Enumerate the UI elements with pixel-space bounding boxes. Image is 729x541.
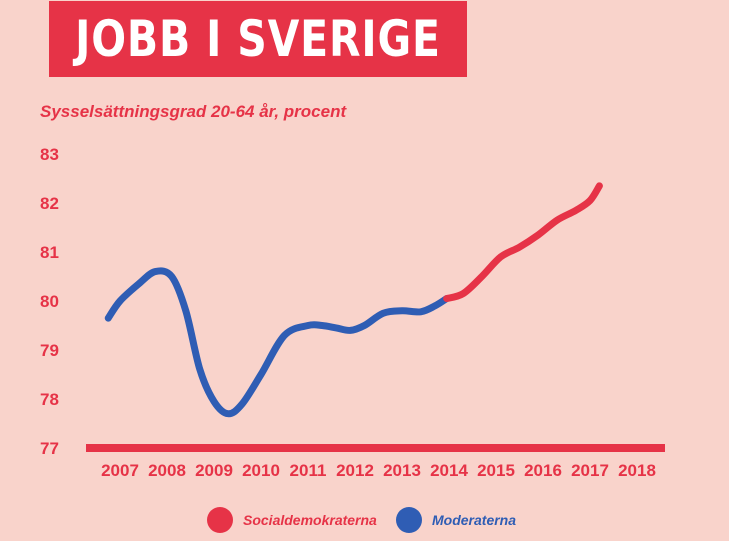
legend-swatch-socialdemokraterna (207, 507, 233, 533)
y-tick-label: 81 (40, 243, 59, 262)
y-tick-label: 83 (40, 145, 59, 164)
x-tick-label: 2016 (524, 461, 562, 480)
legend: Socialdemokraterna Moderaterna (0, 505, 729, 535)
legend-label-socialdemokraterna: Socialdemokraterna (243, 512, 377, 528)
x-tick-label: 2007 (101, 461, 139, 480)
series-line-socialdemokraterna (443, 182, 603, 303)
x-tick-label: 2012 (336, 461, 374, 480)
x-tick-label: 2009 (195, 461, 233, 480)
x-tick-label: 2014 (430, 461, 468, 480)
line-chart: 83 82 81 80 79 78 77 2007 2008 2009 2010 2011 2012 20… (40, 145, 665, 480)
x-tick-label: 2008 (148, 461, 186, 480)
x-axis-line (86, 444, 665, 452)
x-tick-label: 2015 (477, 461, 515, 480)
y-tick-label: 82 (40, 194, 59, 213)
title-banner: JOBB I SVERIGE (49, 1, 467, 77)
x-tick-label: 2010 (242, 461, 280, 480)
y-tick-label: 79 (40, 341, 59, 360)
series-line-moderaterna (104, 267, 451, 418)
x-tick-label: 2013 (383, 461, 421, 480)
y-axis-label: Sysselsättningsgrad 20-64 år, procent (40, 102, 347, 121)
legend-swatch-moderaterna (396, 507, 422, 533)
x-tick-label: 2018 (618, 461, 656, 480)
y-tick-label: 77 (40, 439, 59, 458)
y-tick-label: 80 (40, 292, 59, 311)
x-tick-label: 2011 (290, 461, 327, 480)
y-tick-label: 78 (40, 390, 59, 409)
x-tick-label: 2017 (571, 461, 609, 480)
legend-label-moderaterna: Moderaterna (432, 512, 517, 528)
chart-title: JOBB I SVERIGE (75, 10, 441, 68)
